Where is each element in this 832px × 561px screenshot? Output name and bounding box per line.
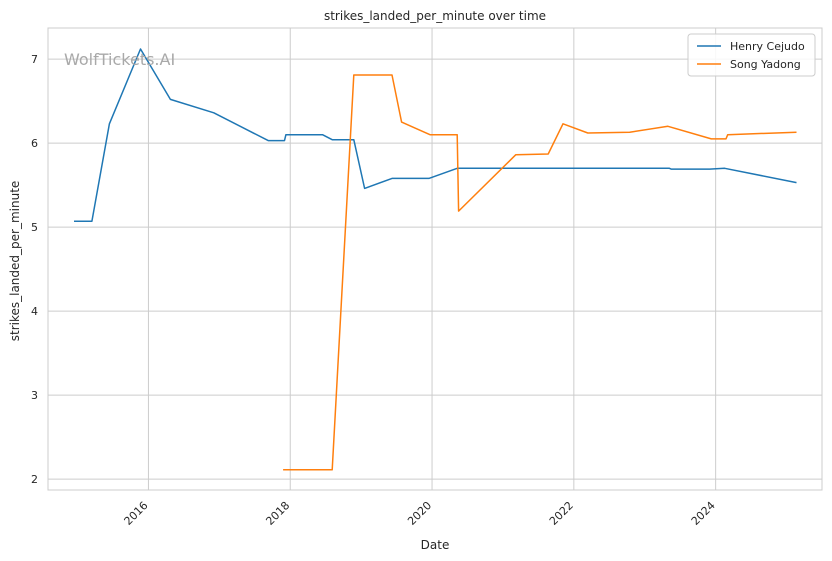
watermark: WolfTickets.AI (64, 50, 175, 69)
y-tick-label: 4 (31, 305, 38, 318)
series-line-henry-cejudo (74, 48, 797, 222)
y-tick-label: 3 (31, 389, 38, 402)
y-tick-label: 2 (31, 473, 38, 486)
legend-box (687, 33, 816, 77)
y-axis-label: strikes_landed_per_minute (8, 181, 22, 342)
x-axis-label: Date (421, 538, 450, 552)
y-tick-label: 5 (31, 221, 38, 234)
grid (48, 28, 822, 490)
chart-title: strikes_landed_per_minute over time (324, 9, 546, 23)
legend: Henry Cejudo Song Yadong (687, 33, 816, 77)
y-tick-label: 6 (31, 137, 38, 150)
legend-label-song-yadong: Song Yadong (730, 58, 801, 71)
y-tick-label: 7 (31, 53, 38, 66)
y-axis-ticks: 2 3 4 5 6 7 (31, 53, 38, 486)
plot-frame (47, 27, 823, 491)
series-layer (74, 48, 797, 471)
legend-label-henry-cejudo: Henry Cejudo (730, 40, 805, 53)
series-line-song-yadong (283, 74, 797, 471)
